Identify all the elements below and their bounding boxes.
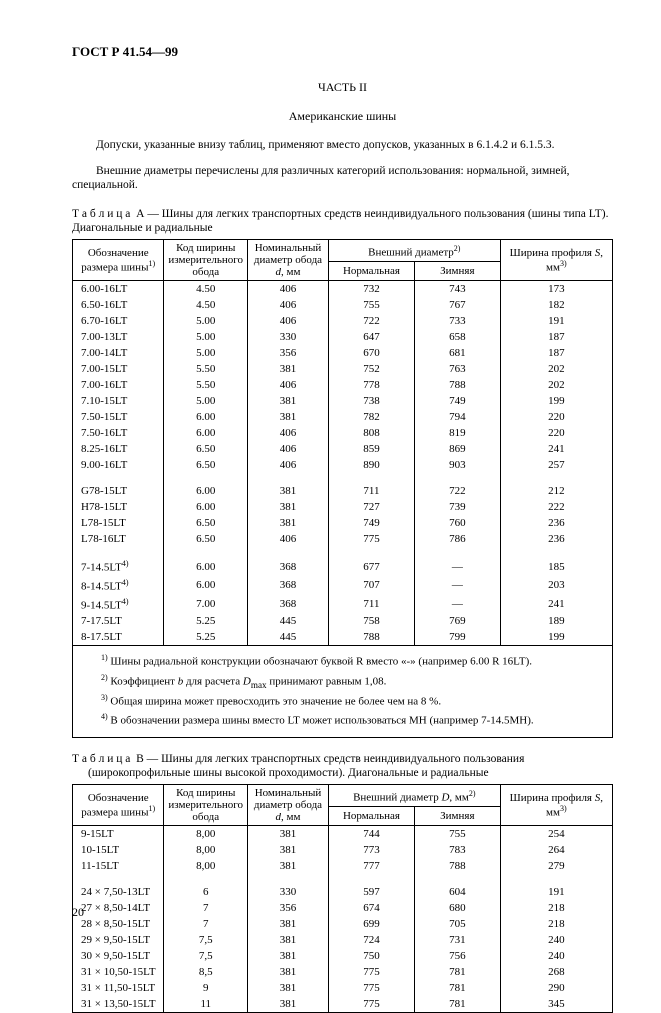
table-a-caption: Т а б л и ц а А — Шины для легких трансп…: [72, 207, 613, 236]
table-row: 9-15LT 8,00381744755254: [73, 826, 613, 843]
group-separator: [73, 874, 613, 884]
table-row: L78-15LT 6.50381749760236: [73, 515, 613, 531]
caption-text-1: Шины для легких транспортных средств неи…: [161, 753, 524, 765]
page-number: 20: [72, 905, 84, 920]
table-row: 24 × 7,50-13LT 6330597604191: [73, 884, 613, 900]
table-row: 31 × 11,50-15LT 9381775781290: [73, 980, 613, 996]
table-row: 7-17.5LT 5.25445758769189: [73, 613, 613, 629]
table-row: 8-17.5LT 5.25445788799199: [73, 629, 613, 646]
table-row: 29 × 9,50-15LT 7,5381724731240: [73, 932, 613, 948]
table-b-caption: Т а б л и ц а В — Шины для легких трансп…: [72, 752, 613, 781]
table-row: 6.70-16LT 5.00406722733191: [73, 313, 613, 329]
table-row: 30 × 9,50-15LT 7,5381750756240: [73, 948, 613, 964]
subtitle: Американские шины: [72, 109, 613, 124]
table-row: 7.00-14LT 5.00356670681187: [73, 345, 613, 361]
table-row: H78-15LT 6.00381727739222: [73, 499, 613, 515]
table-row: 8.25-16LT 6.50406859869241: [73, 441, 613, 457]
table-row: 7.00-13LT 5.00330647658187: [73, 329, 613, 345]
table-row: 7.00-16LT 5.50406778788202: [73, 377, 613, 393]
caption-letter: А —: [136, 208, 162, 220]
table-row: 11-15LT 8,00381777788279: [73, 858, 613, 874]
group-separator: [73, 547, 613, 557]
table-row: 6.50-16LT 4.50406755767182: [73, 297, 613, 313]
table-row: 6.00-16LT 4.50406732743173: [73, 281, 613, 298]
table-row: G78-15LT 6.00381711722212: [73, 483, 613, 499]
intro-para-2: Внешние диаметры перечислены для различн…: [72, 164, 613, 193]
caption-text-2: (широкопрофильные шины высокой проходимо…: [72, 766, 613, 780]
caption-prefix: Т а б л и ц а: [72, 208, 130, 220]
group-separator: [73, 473, 613, 483]
table-row: 7-14.5LT4) 6.00368677—185: [73, 557, 613, 576]
table-row: 9.00-16LT 6.50406890903257: [73, 457, 613, 473]
table-row: L78-16LT 6.50406775786236: [73, 531, 613, 547]
gost-header: ГОСТ Р 41.54—99: [72, 44, 613, 60]
table-row: 31 × 13,50-15LT 11381775781345: [73, 996, 613, 1013]
table-row: 7.50-15LT 6.00381782794220: [73, 409, 613, 425]
table-row: 7.50-16LT 6.00406808819220: [73, 425, 613, 441]
table-b: Обозначение размера шины1) Код ширины из…: [72, 784, 613, 1013]
table-row: 7.10-15LT 5.00381738749199: [73, 393, 613, 409]
part-title: ЧАСТЬ II: [72, 80, 613, 95]
table-row: 28 × 8,50-15LT 7381699705218: [73, 916, 613, 932]
table-row: 10-15LT 8,00381773783264: [73, 842, 613, 858]
table-row: 27 × 8,50-14LT 7356674680218: [73, 900, 613, 916]
table-notes: 1) Шины радиальной конструкции обозначаю…: [73, 646, 613, 737]
table-row: 7.00-15LT 5.50381752763202: [73, 361, 613, 377]
intro-para-1: Допуски, указанные внизу таблиц, применя…: [72, 138, 613, 152]
caption-letter: В —: [136, 753, 161, 765]
table-row: 9-14.5LT4) 7.00368711—241: [73, 595, 613, 614]
table-a: Обозначение размера шины1) Код ширины из…: [72, 239, 613, 737]
caption-prefix: Т а б л и ц а: [72, 753, 130, 765]
table-row: 31 × 10,50-15LT 8,5381775781268: [73, 964, 613, 980]
table-row: 8-14.5LT4) 6.00368707—203: [73, 576, 613, 595]
